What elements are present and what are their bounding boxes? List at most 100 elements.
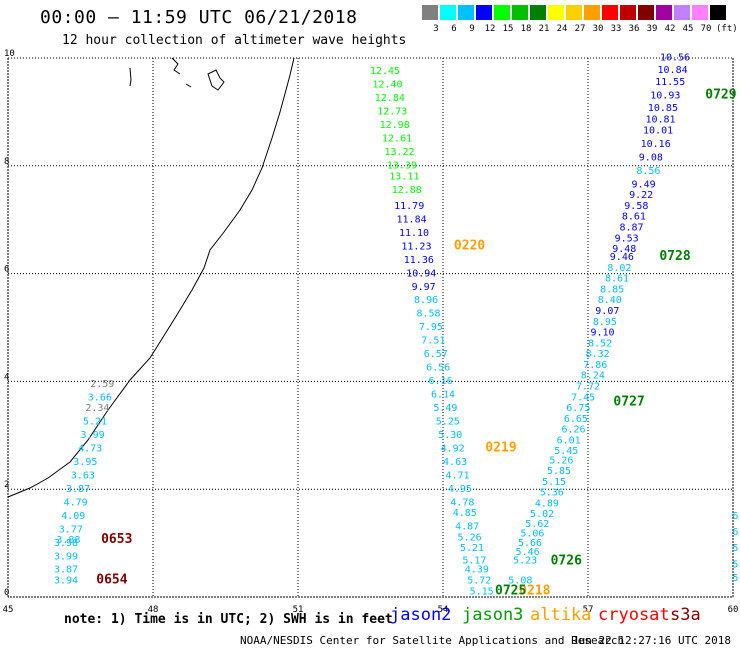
wave-height-label: 8.40 [598,295,622,306]
wave-height-label: 5.36 [540,488,564,499]
wave-height-label: 8.52 [588,338,612,349]
island-outline [185,83,192,88]
scale-label: 3 [433,24,439,34]
wave-height-label: 8.56 [636,166,660,177]
wave-height-label: 7.51 [421,336,445,347]
scale-swatch [422,5,438,20]
wave-height-label: 8.58 [416,309,440,320]
pass-time-label: 0727 [613,395,644,410]
wave-height-label: 4.92 [441,443,465,454]
wave-height-label: 5.72 [467,576,491,587]
wave-height-label: 6.56 [426,363,450,374]
wave-height-label: 8.95 [593,317,617,328]
scale-unit: (ft) [716,24,738,34]
wave-height-label: 5.21 [83,417,107,428]
wave-height-label: 6 [732,527,738,538]
scale-swatch [494,5,510,20]
wave-height-label: 5.30 [438,430,462,441]
island-outline [207,69,225,91]
wave-height-label: 4.78 [450,497,474,508]
wave-height-label: 12.98 [380,120,410,131]
pass-time-label: 0220 [454,238,485,253]
wave-height-label: 8.96 [414,295,438,306]
wave-height-label: 6.75 [566,403,590,414]
wave-height-label: 4.79 [64,497,88,508]
scale-swatch [548,5,564,20]
y-tick-label: 0 [4,588,9,598]
wave-height-label: 11.55 [655,77,685,88]
wave-height-label: 5.26 [549,455,573,466]
wave-height-label: 8.87 [619,222,643,233]
pass-time-label: 0653 [101,532,132,547]
wave-height-label: 11.23 [401,241,431,252]
wave-height-label: 11.84 [397,214,427,225]
scale-swatch [620,5,636,20]
wave-height-label: 9.46 [610,252,634,263]
wave-height-label: 4.73 [78,443,102,454]
wave-height-label: 5.06 [520,529,544,540]
wave-height-label: 3.66 [88,392,112,403]
wave-height-label: 10.56 [660,53,690,64]
scale-swatch [656,5,672,20]
wave-height-label: 10.94 [406,268,436,279]
wave-height-label: 11.36 [404,255,434,266]
wave-height-label: 12.73 [377,107,407,118]
wave-height-label: 5.15 [470,586,494,597]
scale-swatch [440,5,456,20]
y-tick-label: 8 [4,157,9,167]
wave-height-label: 10.81 [645,115,675,126]
wave-height-label: 3.88 [56,535,80,546]
scale-swatch [458,5,474,20]
wave-height-label: 9.08 [639,152,663,163]
wave-height-label: 3.87 [54,565,78,576]
wave-height-label: 9.07 [595,306,619,317]
wave-height-label: 10.16 [641,139,671,150]
wave-height-label: 4.63 [443,457,467,468]
wave-height-label: 6.01 [557,435,581,446]
scale-swatch [674,5,690,20]
wave-height-label: 5.45 [554,446,578,457]
scale-label: 6 [451,24,457,34]
wave-height-label: 4.95 [448,484,472,495]
wave-height-label: 10.85 [648,103,678,114]
wave-height-label: 6 [732,511,738,522]
wave-height-label: 6.16 [429,376,453,387]
wave-height-label: 9.53 [615,233,639,244]
x-tick-label: 45 [3,605,14,615]
wave-height-label: 3.63 [71,470,95,481]
scale-label: 21 [538,24,550,34]
wave-height-label: 5.08 [508,576,532,587]
scale-label: 30 [592,24,604,34]
y-tick-label: 10 [4,49,15,59]
island-outline [129,67,132,87]
wave-height-label: 3.87 [66,484,90,495]
wave-height-label: 7.95 [419,322,443,333]
wave-height-label: 5.25 [436,417,460,428]
scale-label: 27 [574,24,586,34]
pass-time-label: 0729 [705,87,736,102]
wave-height-label: 5 [732,543,738,554]
credit-text: NOAA/NESDIS Center for Satellite Applica… [240,634,625,647]
wave-height-label: 2.59 [90,379,114,390]
wave-height-label: 10.01 [643,125,673,136]
map-frame [7,57,734,598]
wave-height-label: 3.77 [59,524,83,535]
wave-height-label: 6.65 [564,414,588,425]
scale-swatch [476,5,492,20]
satellite-legend-jason3: jason3 [462,605,524,625]
wave-height-label: 5.17 [462,556,486,567]
pass-time-label: 0726 [551,554,582,569]
wave-height-label: 5.23 [513,556,537,567]
wave-height-label: 4.39 [465,565,489,576]
wave-height-label: 5.02 [530,509,554,520]
credit-timestamp: Jun 22 12:27:16 UTC 2018 [572,634,731,647]
wave-height-label: 8.85 [600,284,624,295]
pass-time-label: 0218 [519,583,550,598]
wave-height-label: 6.57 [424,349,448,360]
wave-height-label: 12.61 [382,134,412,145]
wave-height-label: 7.72 [576,381,600,392]
scale-label: 42 [664,24,676,34]
scale-label: 18 [520,24,532,34]
wave-height-label: 11.10 [399,228,429,239]
